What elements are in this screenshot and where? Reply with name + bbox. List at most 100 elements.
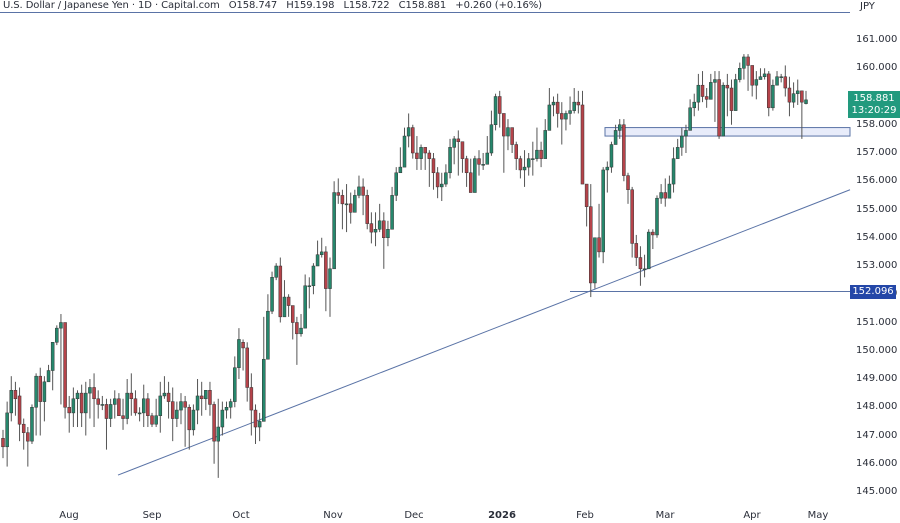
bearish-candle bbox=[241, 342, 245, 349]
price-tick: 157.000 bbox=[856, 147, 898, 158]
bearish-candle bbox=[539, 149, 543, 159]
time-tick: May bbox=[807, 510, 829, 521]
last-price-badge: 158.881 13:20:29 bbox=[848, 91, 900, 118]
bullish-candle bbox=[522, 166, 527, 171]
bearish-candle bbox=[651, 231, 655, 236]
bearish-candle bbox=[725, 84, 730, 89]
bearish-candle bbox=[638, 257, 643, 270]
bullish-candle bbox=[493, 96, 498, 125]
bullish-candle bbox=[34, 375, 38, 408]
symbol-title[interactable]: U.S. Dollar / Japanese Yen · 1D · Capita… bbox=[3, 0, 220, 11]
bearish-candle bbox=[286, 296, 291, 306]
support-zone[interactable] bbox=[604, 127, 851, 137]
bearish-candle bbox=[290, 305, 295, 323]
bearish-candle bbox=[518, 158, 523, 171]
time-tick: Feb bbox=[576, 510, 594, 521]
bullish-candle bbox=[307, 285, 312, 288]
bullish-candle bbox=[398, 166, 403, 174]
bearish-candle bbox=[183, 401, 187, 408]
bearish-candle bbox=[67, 407, 71, 414]
price-tick: 148.000 bbox=[856, 401, 898, 413]
bullish-candle bbox=[402, 135, 407, 168]
bearish-candle bbox=[555, 101, 560, 114]
bearish-candle bbox=[365, 195, 369, 224]
price-tick: 155.000 bbox=[856, 203, 898, 215]
bearish-candle bbox=[96, 398, 100, 405]
bullish-candle bbox=[228, 401, 233, 408]
bullish-candle bbox=[742, 56, 746, 69]
time-tick: Dec bbox=[404, 510, 424, 521]
bullish-candle bbox=[175, 409, 179, 419]
bullish-candle bbox=[593, 237, 597, 284]
change-value: +0.260 (+0.16%) bbox=[455, 0, 542, 11]
bullish-candle bbox=[108, 404, 113, 419]
bearish-candle bbox=[245, 347, 249, 388]
bullish-candle bbox=[564, 113, 568, 120]
bullish-candle bbox=[59, 322, 63, 329]
chart-header: U.S. Dollar / Japanese Yen · 1D · Capita… bbox=[0, 0, 850, 13]
price-tick: 150.000 bbox=[856, 344, 898, 356]
bearish-candle bbox=[630, 189, 634, 244]
bullish-candle bbox=[795, 90, 800, 94]
bullish-candle bbox=[754, 79, 759, 86]
bearish-candle bbox=[324, 251, 328, 289]
bearish-candle bbox=[21, 423, 26, 433]
bearish-candle bbox=[800, 90, 804, 103]
candles-layer bbox=[1, 54, 808, 478]
bearish-candle bbox=[477, 158, 481, 165]
bullish-candle bbox=[667, 183, 672, 199]
bearish-candle bbox=[622, 124, 626, 176]
trendline[interactable] bbox=[117, 189, 851, 476]
bullish-candle bbox=[758, 76, 763, 80]
bullish-candle bbox=[485, 152, 490, 165]
bullish-candle bbox=[659, 192, 663, 199]
price-tick: 153.000 bbox=[856, 260, 898, 271]
bearish-candle bbox=[146, 398, 150, 416]
bullish-candle bbox=[9, 390, 14, 414]
bearish-candle bbox=[634, 243, 639, 258]
bullish-candle bbox=[357, 186, 361, 196]
bearish-candle bbox=[468, 172, 473, 193]
price-tick: 154.000 bbox=[856, 231, 898, 243]
bullish-candle bbox=[162, 392, 167, 397]
bullish-candle bbox=[713, 79, 717, 83]
bullish-candle bbox=[88, 387, 92, 394]
bearish-candle bbox=[129, 392, 134, 400]
bearish-candle bbox=[340, 195, 345, 205]
bearish-candle bbox=[249, 387, 254, 411]
bearish-candle bbox=[295, 322, 299, 335]
bullish-candle bbox=[125, 392, 129, 419]
bearish-candle bbox=[717, 79, 721, 137]
bullish-candle bbox=[406, 127, 411, 137]
bearish-candle bbox=[423, 147, 427, 154]
bullish-candle bbox=[224, 407, 229, 411]
bearish-candle bbox=[92, 387, 96, 400]
bullish-candle bbox=[738, 68, 742, 80]
drawings-layer[interactable] bbox=[117, 127, 851, 476]
bullish-candle bbox=[762, 73, 767, 77]
bullish-candle bbox=[655, 197, 659, 236]
bullish-candle bbox=[233, 367, 237, 402]
bearish-candle bbox=[704, 96, 709, 100]
currency-label: JPY bbox=[860, 1, 875, 12]
bullish-candle bbox=[319, 251, 324, 255]
price-tick: 146.000 bbox=[856, 457, 898, 469]
bearish-candle bbox=[382, 220, 386, 239]
bearish-candle bbox=[117, 398, 121, 416]
bullish-candle bbox=[154, 415, 158, 425]
bullish-candle bbox=[605, 166, 610, 171]
time-tick: Nov bbox=[323, 510, 343, 521]
bullish-candle bbox=[489, 124, 494, 154]
bullish-candle bbox=[684, 130, 688, 137]
bearish-candle bbox=[166, 392, 171, 402]
bullish-candle bbox=[771, 84, 775, 109]
bearish-candle bbox=[170, 401, 175, 419]
bullish-candle bbox=[526, 158, 531, 168]
bullish-candle bbox=[113, 398, 117, 405]
bearish-candle bbox=[133, 398, 138, 414]
bullish-candle bbox=[444, 172, 448, 185]
price-tick: 149.000 bbox=[856, 373, 898, 384]
bullish-candle bbox=[419, 147, 423, 159]
bullish-candle bbox=[531, 158, 535, 160]
